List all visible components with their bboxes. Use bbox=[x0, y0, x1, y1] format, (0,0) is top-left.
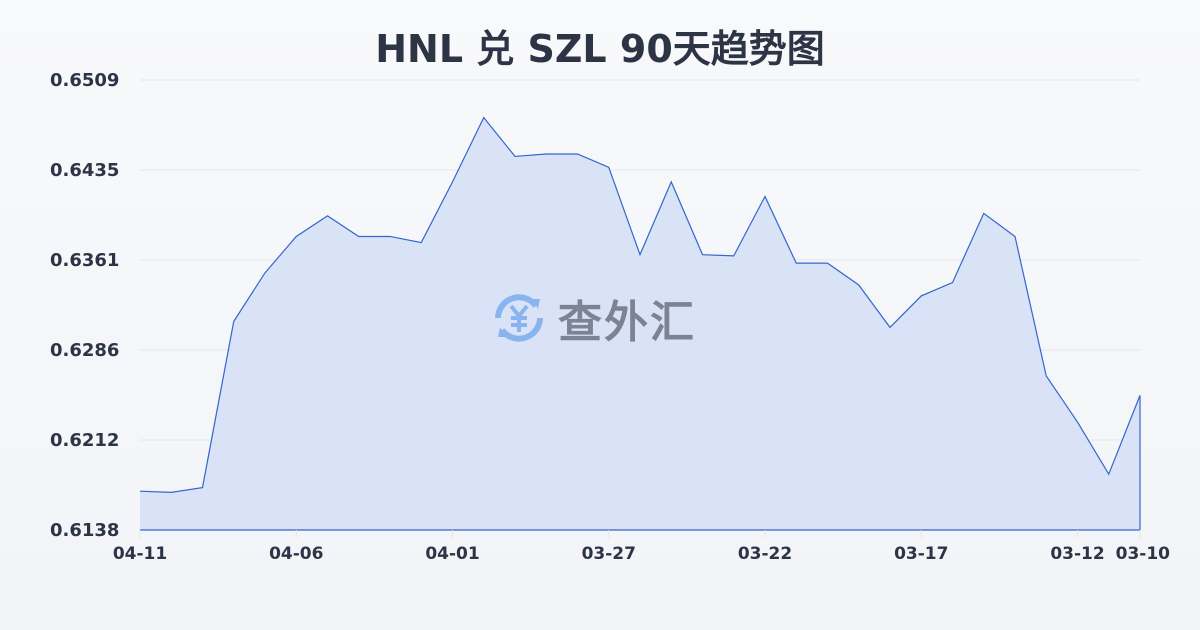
x-tick-label: 04-01 bbox=[425, 544, 479, 564]
watermark-text: 查外汇 bbox=[558, 297, 696, 348]
x-tick-label: 03-10 bbox=[1116, 544, 1171, 564]
y-tick-label: 0.6435 bbox=[50, 160, 119, 181]
x-tick-label: 04-11 bbox=[113, 544, 167, 564]
chart-title: HNL 兑 SZL 90天趋势图 bbox=[375, 27, 825, 71]
yen-exchange-icon bbox=[495, 294, 543, 342]
area-fill bbox=[140, 117, 1140, 531]
y-tick-label: 0.6286 bbox=[50, 340, 119, 361]
y-tick-label: 0.6138 bbox=[50, 520, 119, 541]
x-tick-label: 03-12 bbox=[1050, 544, 1104, 564]
y-tick-label: 0.6361 bbox=[50, 250, 119, 271]
watermark: 查外汇 bbox=[488, 286, 696, 350]
y-tick-label: 0.6509 bbox=[50, 70, 119, 91]
x-tick-label: 04-06 bbox=[269, 544, 323, 564]
x-tick-label: 03-27 bbox=[582, 544, 636, 564]
y-tick-label: 0.6212 bbox=[50, 430, 119, 451]
x-tick-label: 03-17 bbox=[894, 544, 948, 564]
series-line bbox=[139, 116, 1141, 494]
x-tick-label: 03-22 bbox=[738, 544, 792, 564]
